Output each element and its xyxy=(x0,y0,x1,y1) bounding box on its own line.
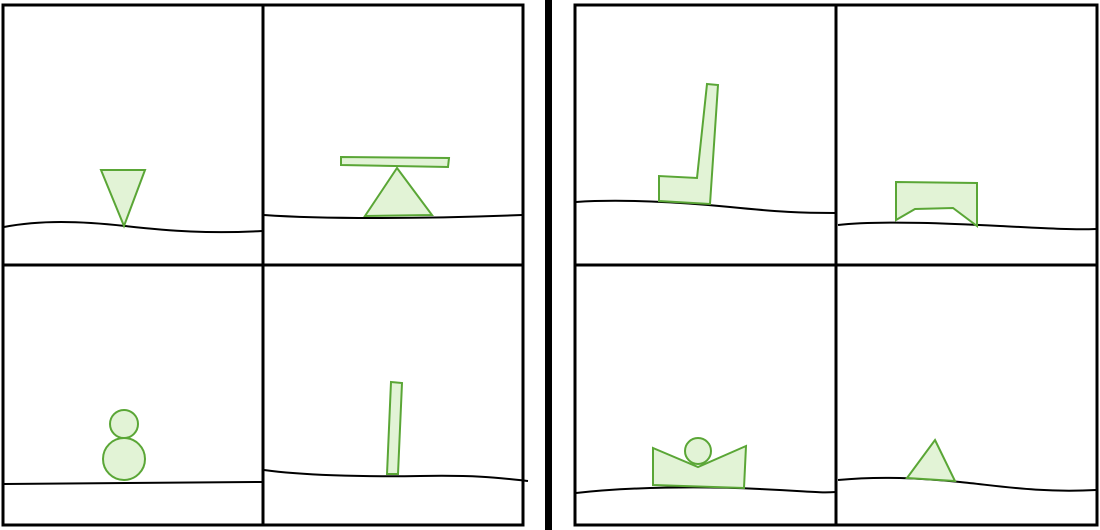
ground-line xyxy=(575,199,837,214)
ball xyxy=(684,437,712,465)
ground-line xyxy=(837,476,1097,492)
ground-line xyxy=(3,481,263,485)
right-group xyxy=(573,3,1099,527)
small-circle xyxy=(109,409,139,439)
panel-6 xyxy=(837,180,1097,231)
ground-line xyxy=(263,469,529,482)
group-divider xyxy=(545,0,552,530)
l-shape xyxy=(658,82,720,206)
triangle xyxy=(363,166,434,218)
left-frame xyxy=(1,3,525,527)
ground-line xyxy=(837,221,1097,231)
large-circle xyxy=(102,437,146,481)
panel-8 xyxy=(837,438,1097,492)
triangle xyxy=(905,438,957,483)
bridge-shape xyxy=(895,180,978,228)
v-notch-shape xyxy=(652,444,748,490)
panel-3 xyxy=(3,409,263,485)
panel-7 xyxy=(575,437,837,494)
panel-2 xyxy=(263,155,523,219)
ground-line xyxy=(575,486,837,494)
inverted-triangle xyxy=(99,169,147,229)
thin-bar xyxy=(385,380,404,475)
ground-line xyxy=(263,214,523,219)
panel-5 xyxy=(575,82,837,214)
right-frame xyxy=(573,3,1099,527)
ground-line xyxy=(3,221,263,234)
panel-1 xyxy=(3,169,263,234)
left-group xyxy=(1,3,529,527)
plank xyxy=(340,155,451,169)
panel-4 xyxy=(263,380,529,482)
